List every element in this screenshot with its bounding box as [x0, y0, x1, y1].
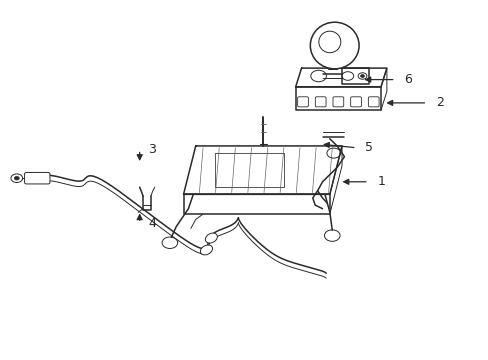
FancyBboxPatch shape — [315, 97, 325, 107]
Ellipse shape — [205, 233, 217, 243]
FancyBboxPatch shape — [350, 97, 361, 107]
Text: 6: 6 — [404, 73, 411, 86]
Ellipse shape — [200, 245, 212, 255]
Text: 3: 3 — [148, 143, 156, 156]
Circle shape — [360, 75, 364, 77]
Text: 2: 2 — [435, 96, 443, 109]
Text: 4: 4 — [148, 216, 156, 230]
FancyBboxPatch shape — [367, 97, 378, 107]
FancyBboxPatch shape — [332, 97, 343, 107]
Ellipse shape — [310, 22, 358, 69]
Ellipse shape — [318, 31, 340, 53]
FancyBboxPatch shape — [297, 97, 308, 107]
FancyBboxPatch shape — [24, 172, 50, 184]
Text: 1: 1 — [377, 175, 385, 188]
Circle shape — [14, 176, 19, 180]
Text: 5: 5 — [365, 141, 373, 154]
